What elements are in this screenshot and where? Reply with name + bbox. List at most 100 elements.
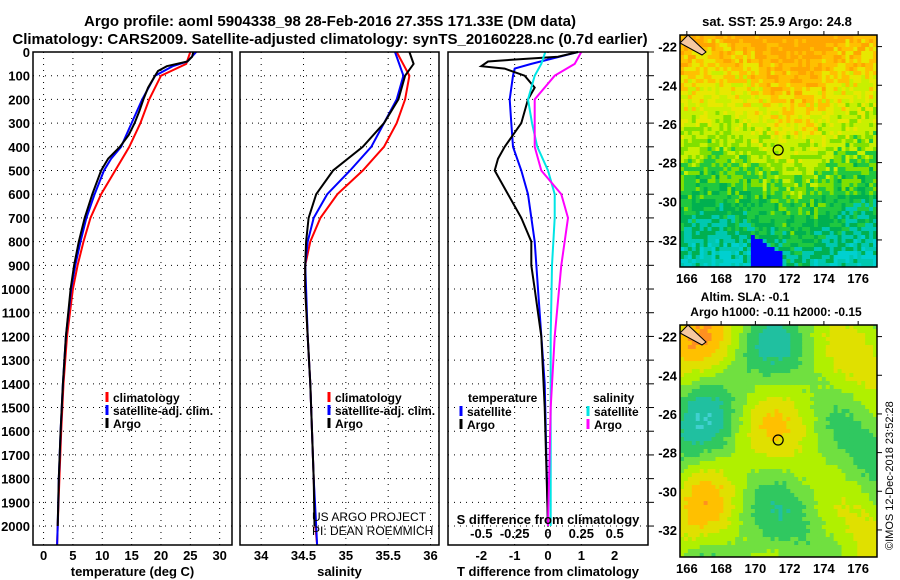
map-cell [731,385,736,390]
y-tick-label: 700 [8,211,30,226]
map-cell [703,345,709,350]
map-cell [715,251,720,256]
map-cell [825,63,831,68]
map-cell [703,325,709,330]
map-cell [687,135,693,140]
map-cell [873,211,878,216]
map-cell [786,59,791,64]
map-cell [825,171,831,176]
map-cell [865,147,870,152]
map-cell [837,127,843,132]
map-cell [695,119,701,124]
map-cell [731,537,736,542]
map-cell [754,505,760,510]
map-cell [774,43,779,48]
map-cell [715,111,720,116]
map-cell [715,341,720,346]
map-cell [715,337,720,342]
map-cell [695,263,701,268]
map-cell [680,115,685,120]
map-cell [873,35,878,40]
map-cell [687,389,693,394]
x-tick-label: 20 [154,548,168,563]
map-cell [699,437,705,442]
map-cell [731,361,736,366]
map-cell [711,449,716,454]
map-cell [719,461,724,466]
map-cell [857,83,862,88]
map-cell [703,143,709,148]
map-cell [711,147,716,152]
map-cell [707,151,713,156]
map-cell [707,147,713,152]
map-cell [798,35,803,40]
map-cell [707,545,713,550]
map-cell [699,183,705,188]
y-tick-label: 1800 [1,472,30,487]
map-cell [754,329,760,334]
map-cell [743,47,748,52]
map-cell [683,437,689,442]
map-cell [829,63,835,68]
map-cell [873,171,878,176]
map-cell [865,99,870,104]
map-cell [865,247,870,252]
map-cell [758,489,764,494]
map-cell [841,159,846,164]
map-cell [680,263,685,268]
map-cell [778,235,783,240]
map-cell [719,171,724,176]
map-cell [727,55,732,60]
map-cell [762,263,768,268]
map-cell [750,389,756,394]
map-cell [821,239,827,244]
map-cell [731,417,736,422]
map-cell [703,147,709,152]
map-cell [743,87,748,92]
map-cell [727,139,732,144]
map-cell [766,553,772,558]
map-cell [766,493,772,498]
map-cell [731,529,736,534]
map-cell [750,393,756,398]
map-cell [731,131,736,136]
map-cell [782,119,787,124]
map-cell [707,51,713,56]
map-cell [845,79,850,84]
map-cell [790,457,795,462]
map-cell [711,263,716,268]
map-cell [861,47,866,52]
map-cell [770,461,776,466]
map-cell [790,207,795,212]
map-cell [806,377,811,382]
map-cell [833,35,839,40]
map-cell [845,75,850,80]
y-tick-label: 900 [8,258,30,273]
map-cell [790,243,795,248]
map-cell [739,333,744,338]
map-cell [758,83,764,88]
map-cell [849,195,854,200]
map-cell [762,369,768,374]
map-cell [723,373,728,378]
map-cell [806,123,811,128]
map-cell [687,441,693,446]
map-cell [841,135,846,140]
map-cell [786,477,791,482]
map-cell [687,247,693,252]
map-cell [853,211,858,216]
map-cell [786,405,791,410]
map-cell [853,71,858,76]
map-cell [727,255,732,260]
map-cell [727,553,732,558]
map-cell [754,497,760,502]
map-cell [806,381,811,386]
map-cell [758,497,764,502]
map-cell [731,123,736,128]
map-cell [727,481,732,486]
map-cell [746,545,752,550]
map-cell [770,337,776,342]
map-cell [782,541,787,546]
map-cell [774,51,779,56]
map-cell [774,199,779,204]
